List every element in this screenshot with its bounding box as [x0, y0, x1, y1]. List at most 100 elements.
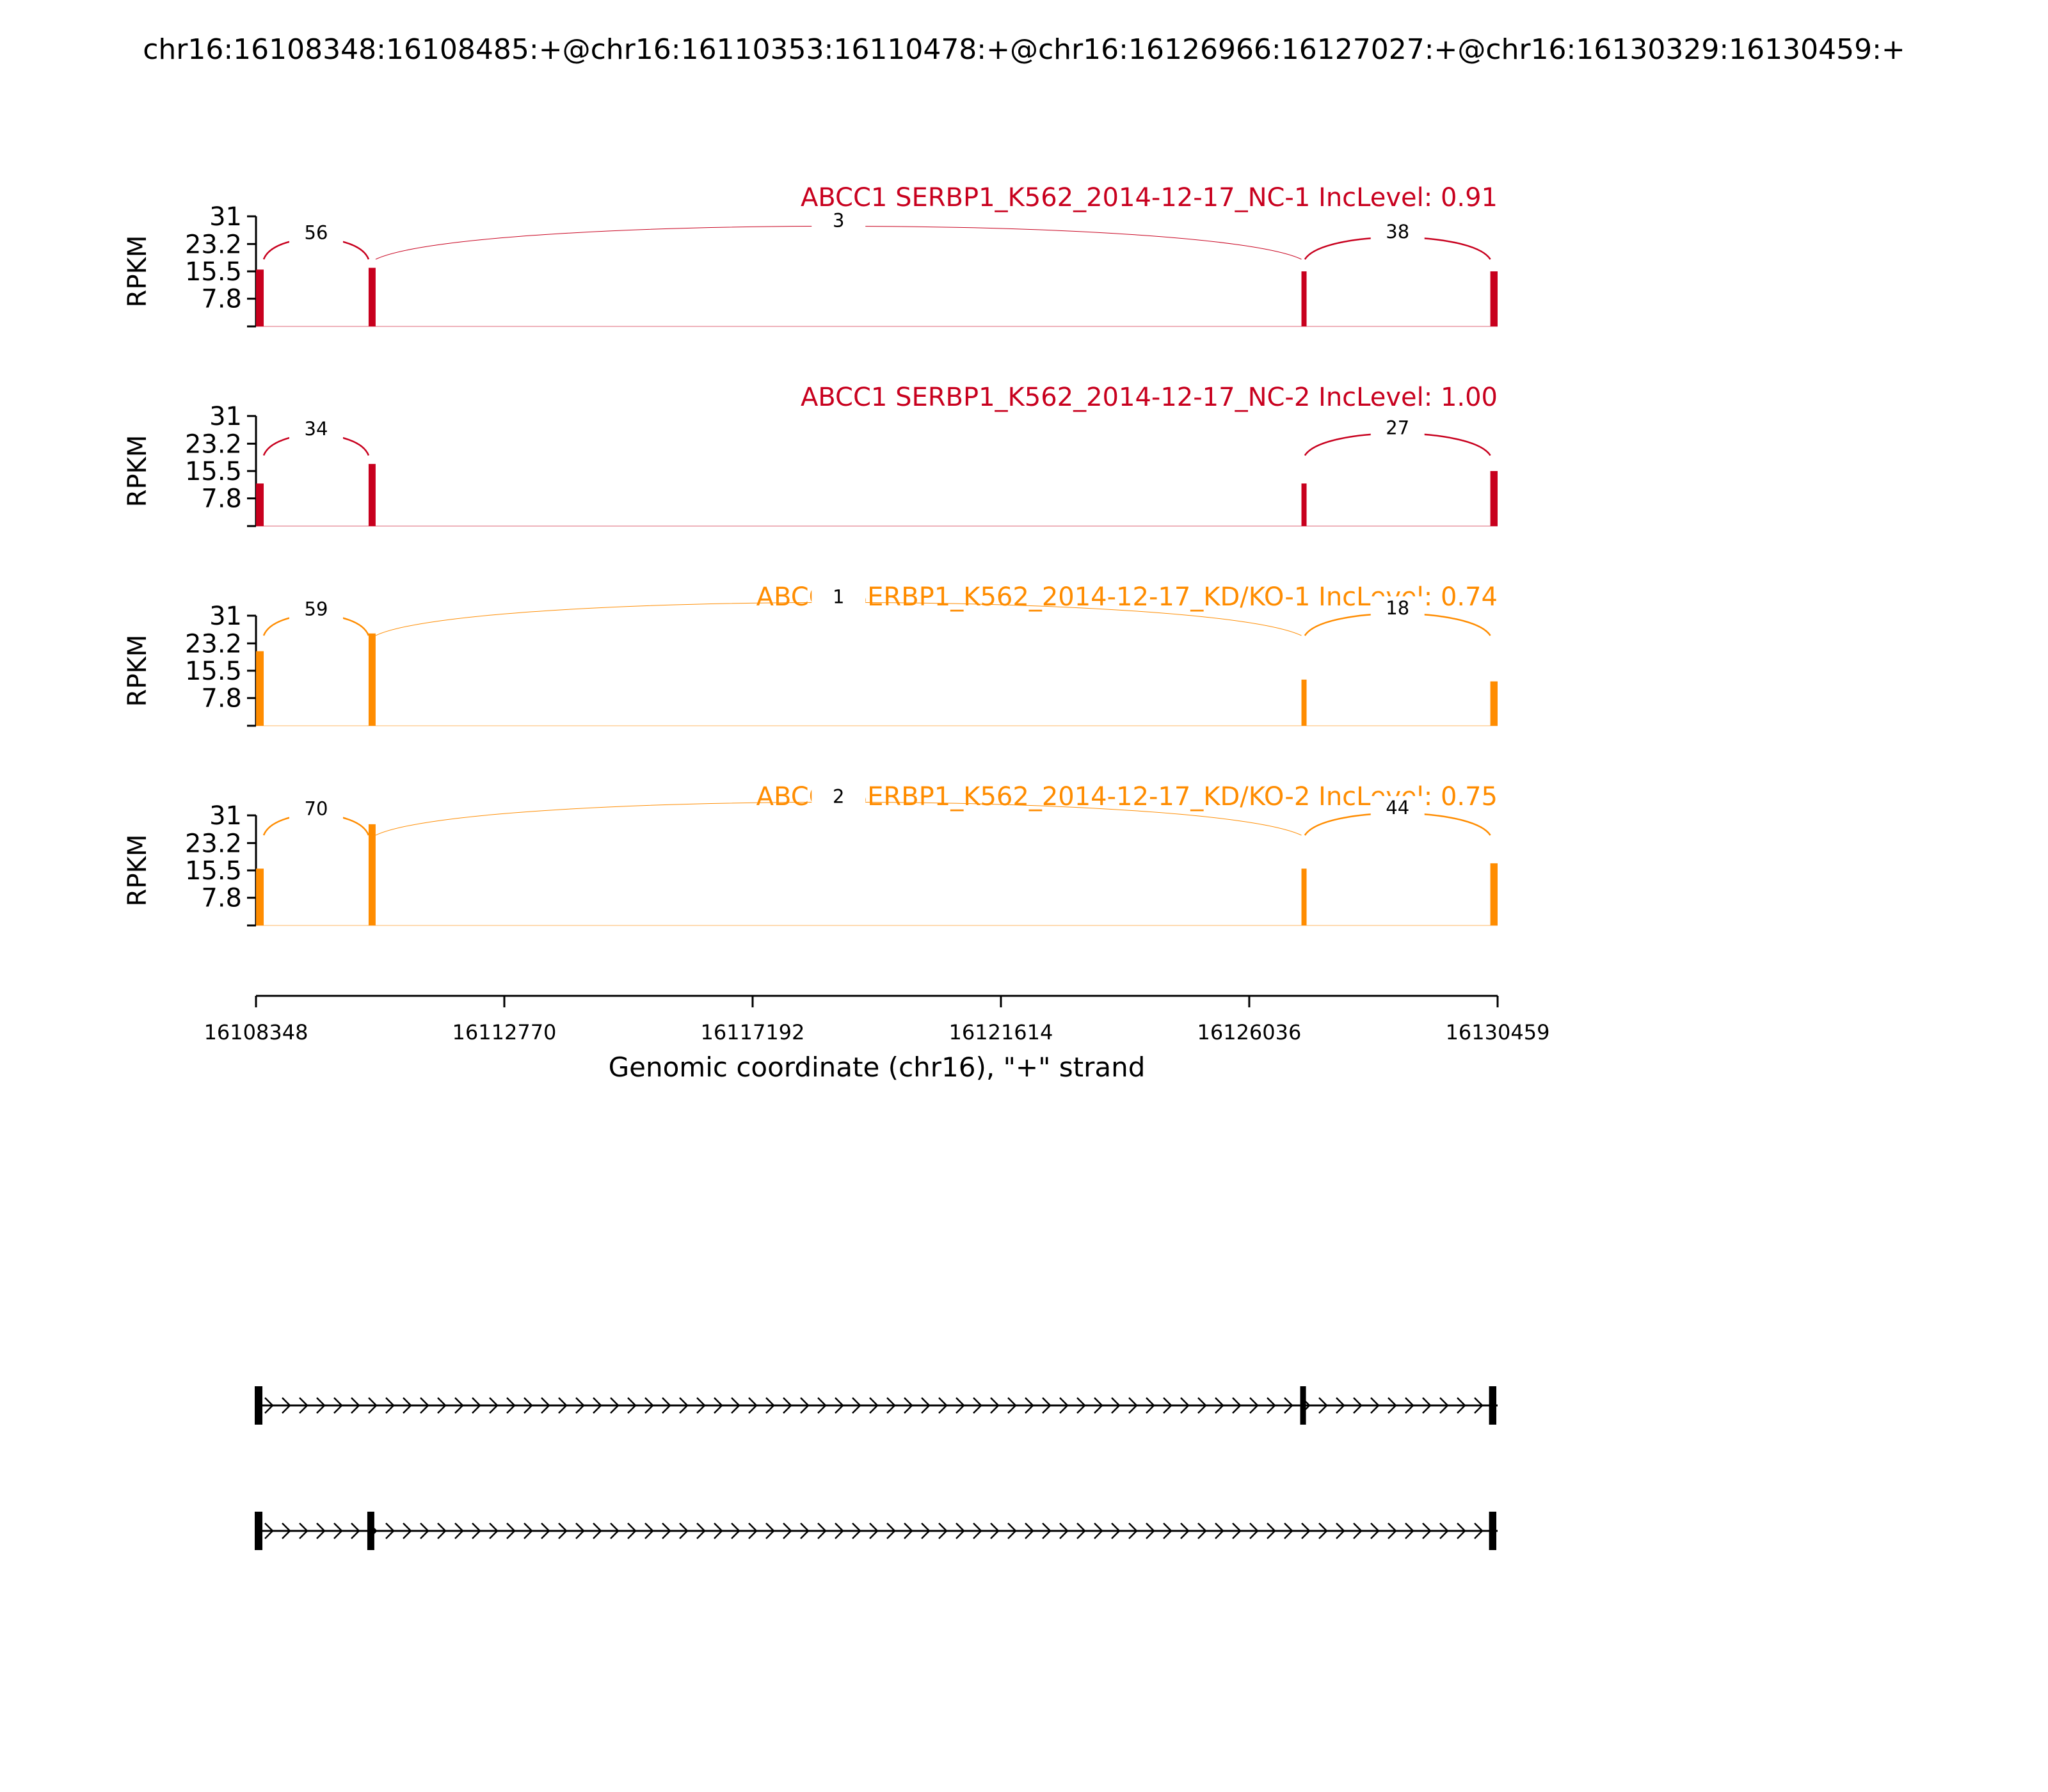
strand-arrow	[1353, 1523, 1363, 1539]
strand-arrow	[541, 1397, 550, 1414]
exon-block	[367, 1512, 374, 1550]
strand-arrow	[610, 1523, 620, 1539]
isoform-1	[255, 1386, 1498, 1425]
strand-arrow	[904, 1523, 913, 1539]
strand-arrow	[1076, 1523, 1086, 1539]
strand-arrow	[765, 1523, 775, 1539]
exon-coverage-bar	[1490, 471, 1498, 526]
junction-count-label: 38	[1386, 221, 1409, 243]
junction-label-bg	[1370, 596, 1425, 618]
strand-arrow	[1232, 1397, 1242, 1414]
strand-arrow	[282, 1397, 291, 1414]
strand-arrow	[575, 1523, 585, 1539]
exon-coverage-bar	[368, 463, 376, 526]
junction-label-bg	[812, 785, 866, 807]
strand-arrow	[1146, 1397, 1155, 1414]
strand-arrow	[1215, 1523, 1224, 1539]
strand-arrow	[662, 1523, 671, 1539]
strand-arrow	[1439, 1397, 1449, 1414]
x-tick-label: 16108348	[204, 1020, 308, 1044]
track-title: ABCC1 SERBP1_K562_2014-12-17_NC-2 IncLev…	[801, 383, 1498, 412]
strand-arrow	[1007, 1523, 1017, 1539]
strand-arrow	[472, 1523, 481, 1539]
y-tick-label: 7.8	[201, 884, 242, 913]
strand-arrow	[264, 1523, 274, 1539]
track-title: ABCC1 SERBP1_K562_2014-12-17_NC-1 IncLev…	[801, 183, 1498, 212]
y-tick-label: 15.5	[185, 457, 242, 486]
strand-arrow	[1318, 1523, 1328, 1539]
strand-arrow	[1111, 1523, 1121, 1539]
junction-count-label: 44	[1386, 797, 1409, 819]
junction-count-label: 56	[305, 222, 328, 244]
exon-coverage-bar	[1490, 271, 1498, 326]
junction-label-bg	[289, 221, 343, 243]
strand-arrow	[1111, 1397, 1121, 1414]
y-tick-label: 7.8	[201, 484, 242, 514]
strand-arrow	[886, 1523, 896, 1539]
strand-arrow	[1388, 1523, 1397, 1539]
junction-label-bg	[1370, 416, 1425, 438]
strand-arrow	[316, 1397, 326, 1414]
junction-count-label: 3	[833, 209, 844, 231]
strand-arrow	[1336, 1523, 1345, 1539]
exon-coverage-bar	[1301, 271, 1307, 326]
strand-arrow	[938, 1397, 948, 1414]
strand-arrow	[1163, 1523, 1172, 1539]
strand-arrow	[852, 1397, 861, 1414]
strand-arrow	[1128, 1523, 1138, 1539]
exon-coverage-bar	[256, 269, 264, 326]
strand-arrow	[1025, 1523, 1034, 1539]
strand-arrow	[990, 1523, 1000, 1539]
strand-arrow	[835, 1397, 844, 1414]
strand-arrow	[956, 1397, 965, 1414]
x-tick-label: 16130459	[1446, 1020, 1550, 1044]
strand-arrow	[765, 1397, 775, 1414]
strand-arrow	[351, 1523, 360, 1539]
strand-arrow	[1405, 1523, 1414, 1539]
junction-label-bg	[289, 797, 343, 819]
exon-coverage-bar	[256, 651, 264, 726]
strand-arrow	[1457, 1523, 1466, 1539]
y-tick-label: 23.2	[185, 829, 242, 858]
junction-label-bg	[812, 209, 866, 231]
strand-arrow	[593, 1523, 602, 1539]
strand-arrow	[1457, 1397, 1466, 1414]
strand-arrow	[403, 1397, 412, 1414]
strand-arrow	[1422, 1397, 1432, 1414]
strand-arrow	[696, 1523, 706, 1539]
strand-arrow	[1094, 1397, 1103, 1414]
isoform-2	[255, 1512, 1498, 1550]
strand-arrow	[869, 1397, 879, 1414]
strand-arrow	[610, 1397, 620, 1414]
strand-arrow	[1059, 1397, 1069, 1414]
strand-arrow	[1025, 1397, 1034, 1414]
exon-coverage-bar	[256, 868, 264, 925]
y-axis-label: RPKM	[123, 635, 152, 707]
strand-arrow	[1232, 1523, 1242, 1539]
strand-arrow	[1215, 1397, 1224, 1414]
strand-arrow	[420, 1523, 429, 1539]
junction-count-label: 27	[1386, 417, 1409, 438]
strand-arrow	[956, 1523, 965, 1539]
strand-arrow	[1422, 1523, 1432, 1539]
y-tick-label: 31	[209, 602, 242, 631]
strand-arrow	[575, 1397, 585, 1414]
strand-arrow	[558, 1523, 568, 1539]
strand-arrow	[973, 1523, 982, 1539]
strand-arrow	[299, 1523, 308, 1539]
y-tick-label: 31	[209, 801, 242, 831]
strand-arrow	[1197, 1397, 1207, 1414]
strand-arrow	[541, 1523, 550, 1539]
strand-arrow	[817, 1523, 827, 1539]
strand-arrow	[1007, 1397, 1017, 1414]
exon-block	[255, 1386, 263, 1425]
junction-label-bg	[289, 597, 343, 620]
strand-arrow	[904, 1397, 913, 1414]
junction-count-label: 70	[305, 798, 328, 820]
junction-count-label: 59	[305, 598, 328, 620]
exon-coverage-bar	[256, 483, 264, 526]
strand-arrow	[506, 1523, 516, 1539]
